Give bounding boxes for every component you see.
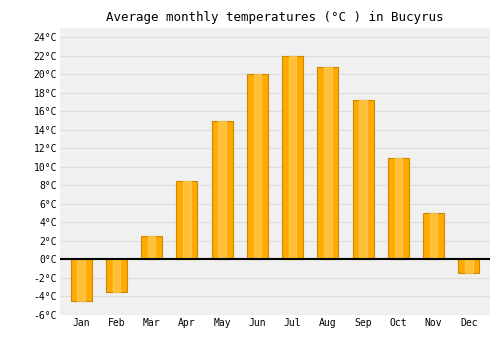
Bar: [282, 56, 303, 259]
Bar: [352, 100, 374, 259]
Bar: [106, 259, 127, 292]
Bar: [423, 213, 444, 259]
Bar: [318, 67, 338, 259]
Bar: [247, 74, 268, 259]
Bar: [388, 158, 409, 259]
Bar: [112, 259, 120, 292]
Title: Average monthly temperatures (°C ) in Bucyrus: Average monthly temperatures (°C ) in Bu…: [106, 11, 444, 24]
Bar: [148, 236, 156, 259]
Bar: [360, 100, 367, 259]
Bar: [141, 236, 162, 259]
Bar: [394, 158, 402, 259]
Bar: [254, 74, 261, 259]
Bar: [78, 259, 85, 301]
Bar: [458, 259, 479, 273]
Bar: [289, 56, 296, 259]
Bar: [212, 121, 233, 259]
Bar: [430, 213, 438, 259]
Bar: [176, 181, 198, 259]
Bar: [465, 259, 472, 273]
Bar: [183, 181, 190, 259]
Bar: [218, 121, 226, 259]
Bar: [70, 259, 92, 301]
Bar: [324, 67, 332, 259]
